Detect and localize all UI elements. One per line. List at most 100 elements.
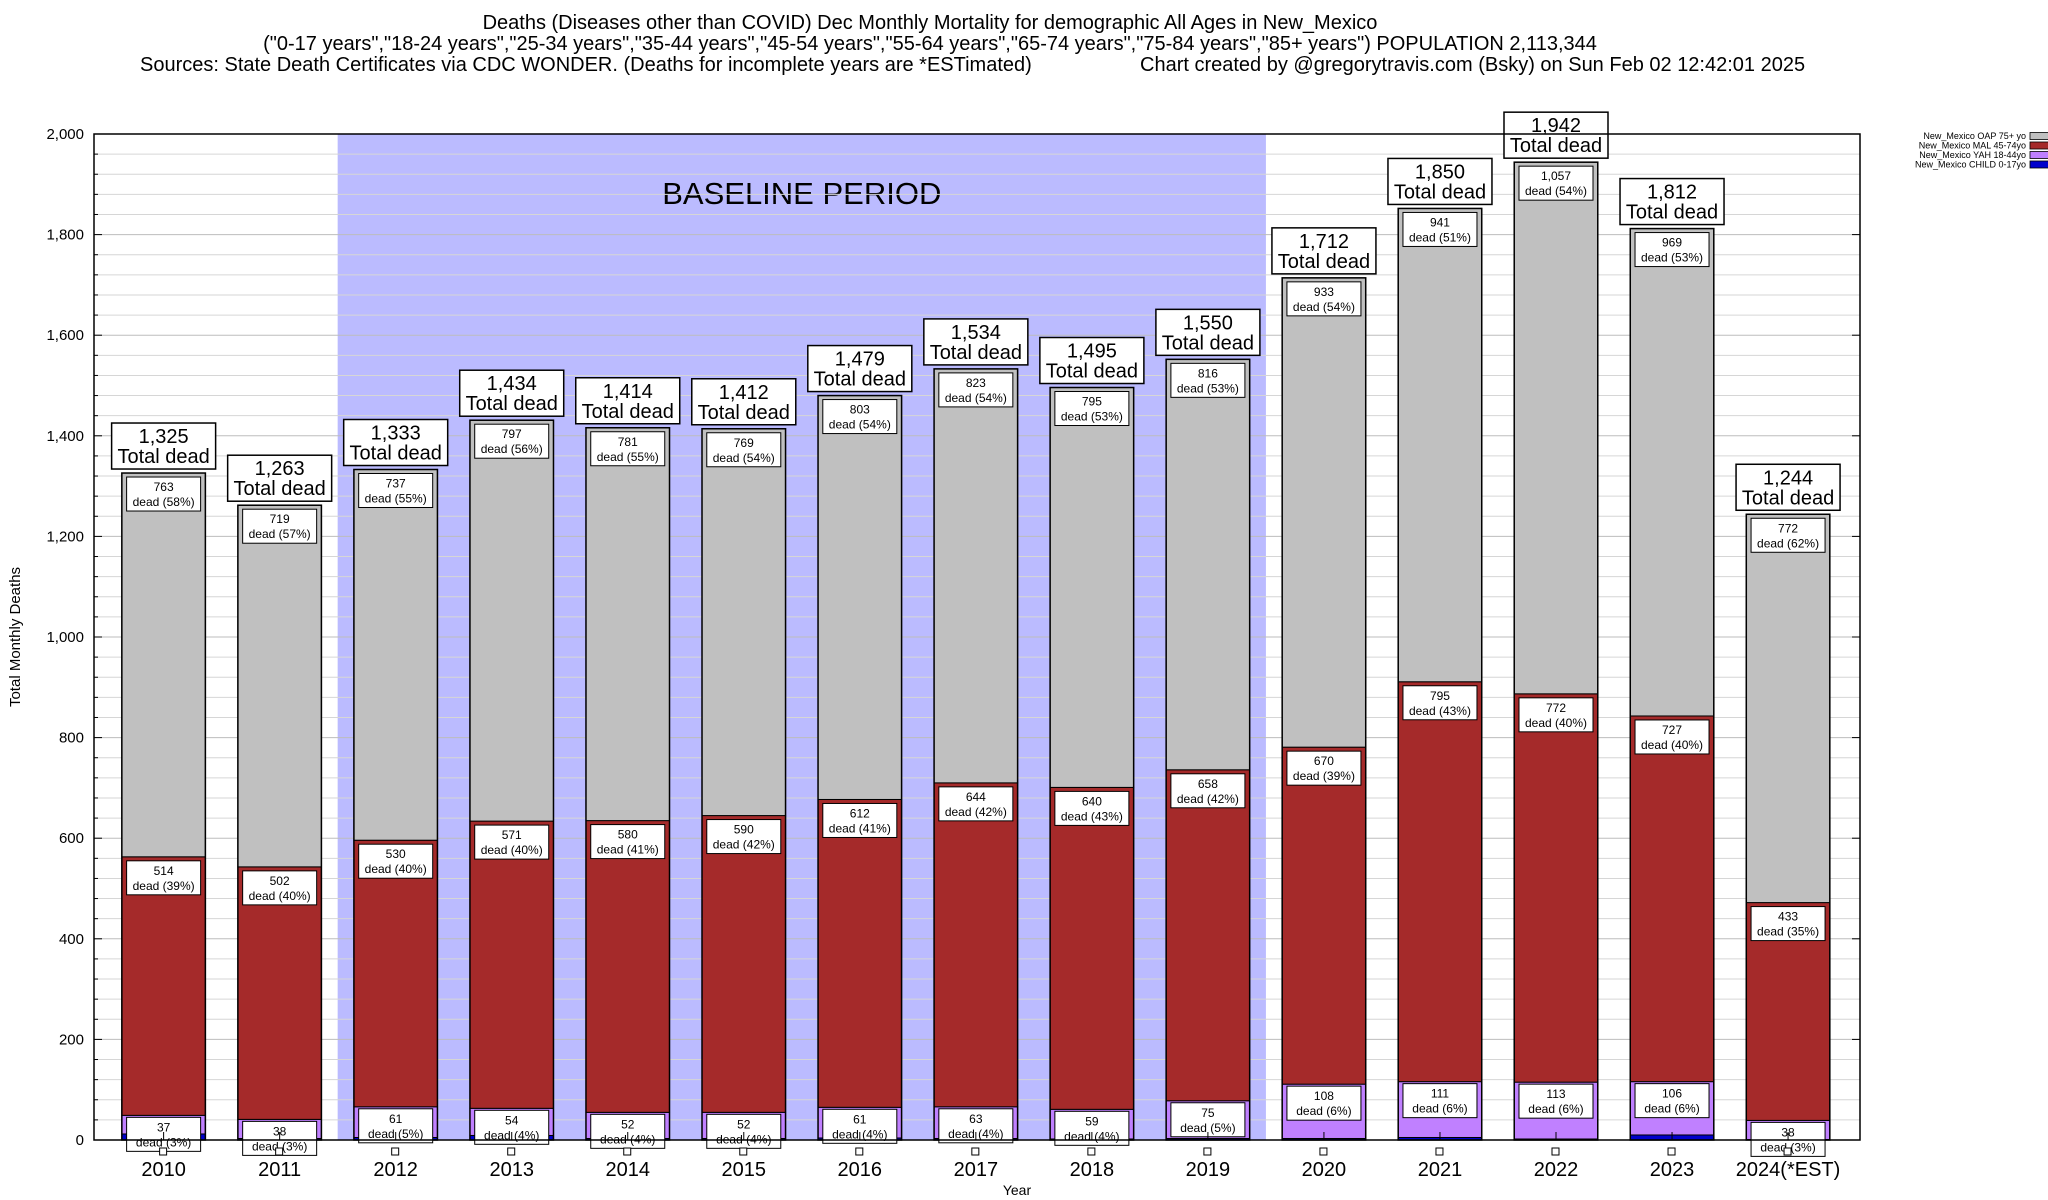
total-label-text: Total dead [1626, 202, 1718, 224]
data-label-pct: dead (62%) [1757, 536, 1819, 550]
x-tick-label: 2017 [954, 1159, 999, 1181]
data-label-box [706, 819, 782, 855]
legend-label: New_Mexico OAP 75+ yo [1923, 131, 2026, 141]
data-label-value: 52 [621, 1117, 635, 1131]
child-marker [1435, 1147, 1444, 1156]
total-label-text: Total dead [1510, 135, 1602, 157]
total-label-text: Total dead [1394, 181, 1486, 203]
data-label-value: 719 [270, 512, 290, 526]
data-label-value: 797 [502, 427, 522, 441]
total-label-box [226, 454, 333, 502]
data-label-value: 590 [734, 823, 754, 837]
data-label-value: 59 [1085, 1114, 1099, 1128]
data-label-value: 37 [157, 1120, 171, 1134]
data-label-box [590, 1113, 666, 1149]
x-tick-label: 2019 [1186, 1159, 1231, 1181]
bar-segment-oap [1165, 358, 1251, 771]
chart-source: Sources: State Death Certificates via CD… [140, 54, 1032, 76]
data-label-value: 941 [1430, 215, 1450, 229]
data-label-pct: dead (3%) [136, 1135, 191, 1149]
data-label-pct: dead (42%) [1177, 792, 1239, 806]
data-label-box [242, 508, 318, 544]
data-label-value: 502 [270, 874, 290, 888]
data-label-pct: dead (41%) [829, 821, 891, 835]
data-label-pct: dead (53%) [1177, 381, 1239, 395]
bar-segment-oap [1513, 161, 1599, 695]
data-label-value: 571 [502, 828, 522, 842]
total-label-text: Total dead [814, 369, 906, 391]
data-label-value: 612 [850, 806, 870, 820]
total-label-value: 1,325 [139, 426, 189, 448]
data-label-pct: dead (54%) [1293, 300, 1355, 314]
data-label-pct: dead (41%) [597, 843, 659, 857]
total-label-text: Total dead [350, 443, 442, 465]
y-tick-label: 1,600 [46, 327, 84, 344]
y-axis-label: Total Monthly Deaths [7, 567, 24, 707]
total-label-text: Total dead [117, 446, 209, 468]
data-label-box [1054, 391, 1130, 427]
data-label-value: 803 [850, 403, 870, 417]
bar-segment-mal [1629, 715, 1715, 1083]
data-label-box [1634, 232, 1710, 268]
bar-segment-oap [585, 427, 671, 822]
data-label-pct: dead (55%) [597, 450, 659, 464]
data-label-box [126, 476, 202, 512]
y-tick-label: 0 [76, 1132, 84, 1149]
bar-segment-oap [1745, 513, 1831, 904]
total-label-box [1387, 157, 1493, 206]
data-label-pct: dead (51%) [1409, 230, 1471, 244]
total-label-box [342, 418, 449, 467]
total-label-box [1619, 177, 1725, 226]
total-label-value: 1,534 [951, 322, 1001, 344]
data-label-value: 433 [1778, 910, 1798, 924]
total-label-text: Total dead [1742, 487, 1834, 509]
data-label-value: 1,057 [1541, 169, 1571, 183]
bar-segment-mal [1513, 693, 1599, 1083]
data-label-value: 640 [1082, 794, 1102, 808]
data-label-value: 644 [966, 790, 986, 804]
data-label-value: 61 [389, 1112, 403, 1126]
legend-swatch [2029, 160, 2048, 169]
plot-frame [93, 133, 1861, 1141]
bar-segment-oap [1049, 387, 1135, 788]
data-label-box [242, 870, 318, 906]
data-label-box [590, 824, 666, 860]
bar-segment-oap [701, 428, 787, 817]
bar-segment-mal [933, 782, 1019, 1108]
chart-title: Deaths (Diseases other than COVID) Dec M… [482, 12, 1378, 34]
bar-segment-mal [1281, 746, 1367, 1085]
bar-segment-mal [1049, 786, 1135, 1110]
bar-segment-oap [1397, 207, 1483, 683]
total-label-text: Total dead [582, 401, 674, 423]
data-label-pct: dead (40%) [1641, 738, 1703, 752]
data-label-value: 795 [1430, 689, 1450, 703]
child-marker [1783, 1147, 1792, 1156]
total-label-value: 1,263 [255, 458, 305, 480]
data-label-box [1286, 281, 1362, 317]
total-label-value: 1,414 [603, 381, 653, 403]
data-label-value: 108 [1314, 1089, 1334, 1103]
data-label-pct: dead (5%) [1180, 1121, 1235, 1135]
total-label-box [807, 344, 913, 393]
data-label-pct: dead (54%) [1525, 184, 1587, 198]
data-label-pct: dead (56%) [481, 442, 543, 456]
data-label-box [1750, 906, 1826, 942]
child-marker [159, 1147, 168, 1156]
data-label-box [1170, 773, 1246, 809]
data-label-pct: dead (54%) [945, 391, 1007, 405]
data-label-box [1634, 719, 1710, 755]
data-label-pct: dead (54%) [713, 451, 775, 465]
data-label-value: 769 [734, 436, 754, 450]
total-label-text: Total dead [234, 478, 326, 500]
data-label-box [474, 824, 550, 860]
y-tick-label: 400 [59, 931, 84, 948]
data-label-box [358, 473, 434, 509]
data-label-box [822, 802, 898, 838]
data-label-box [1170, 362, 1246, 398]
x-tick-label: 2022 [1534, 1159, 1579, 1181]
bar-segment-mal [585, 820, 671, 1113]
